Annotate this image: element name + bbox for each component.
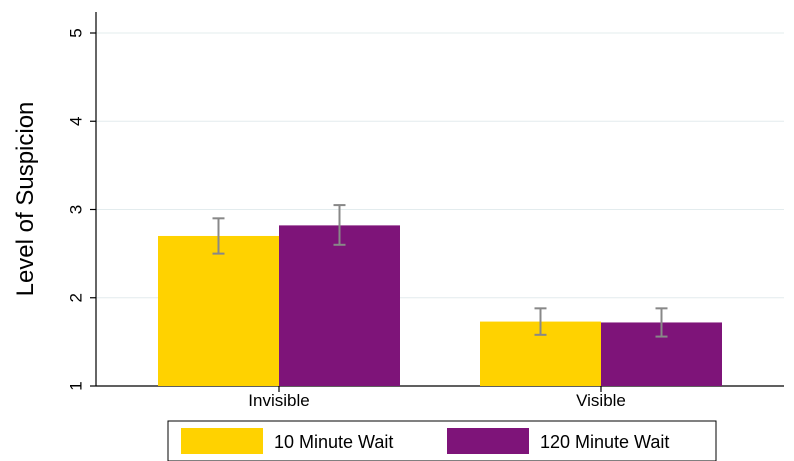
- bar-invisible-120-minute-wait: [279, 225, 400, 386]
- legend-label-120-minute-wait: 120 Minute Wait: [540, 432, 669, 452]
- bar-invisible-10-minute-wait: [158, 235, 279, 386]
- y-tick-label-1: 1: [67, 381, 86, 390]
- legend-swatch-10-minute-wait: [181, 428, 263, 454]
- legend-swatch-120-minute-wait: [447, 428, 529, 454]
- y-tick-label-3: 3: [67, 205, 86, 214]
- y-tick-label-4: 4: [67, 117, 86, 126]
- y-tick-label-5: 5: [67, 28, 86, 37]
- x-tick-label-visible: Visible: [576, 391, 626, 410]
- legend: 10 Minute Wait 120 Minute Wait: [167, 420, 717, 461]
- x-tick-label-invisible: Invisible: [248, 391, 309, 410]
- y-axis-label: Level of Suspicion: [12, 102, 39, 297]
- gridlines: [96, 32, 784, 299]
- x-tick-labels: Invisible Visible: [248, 386, 626, 410]
- y-tick-label-2: 2: [67, 293, 86, 302]
- legend-label-10-minute-wait: 10 Minute Wait: [274, 432, 393, 452]
- bars: [158, 225, 722, 386]
- error-bars: [212, 204, 668, 338]
- y-ticks: 1 2 3 4 5: [67, 28, 96, 391]
